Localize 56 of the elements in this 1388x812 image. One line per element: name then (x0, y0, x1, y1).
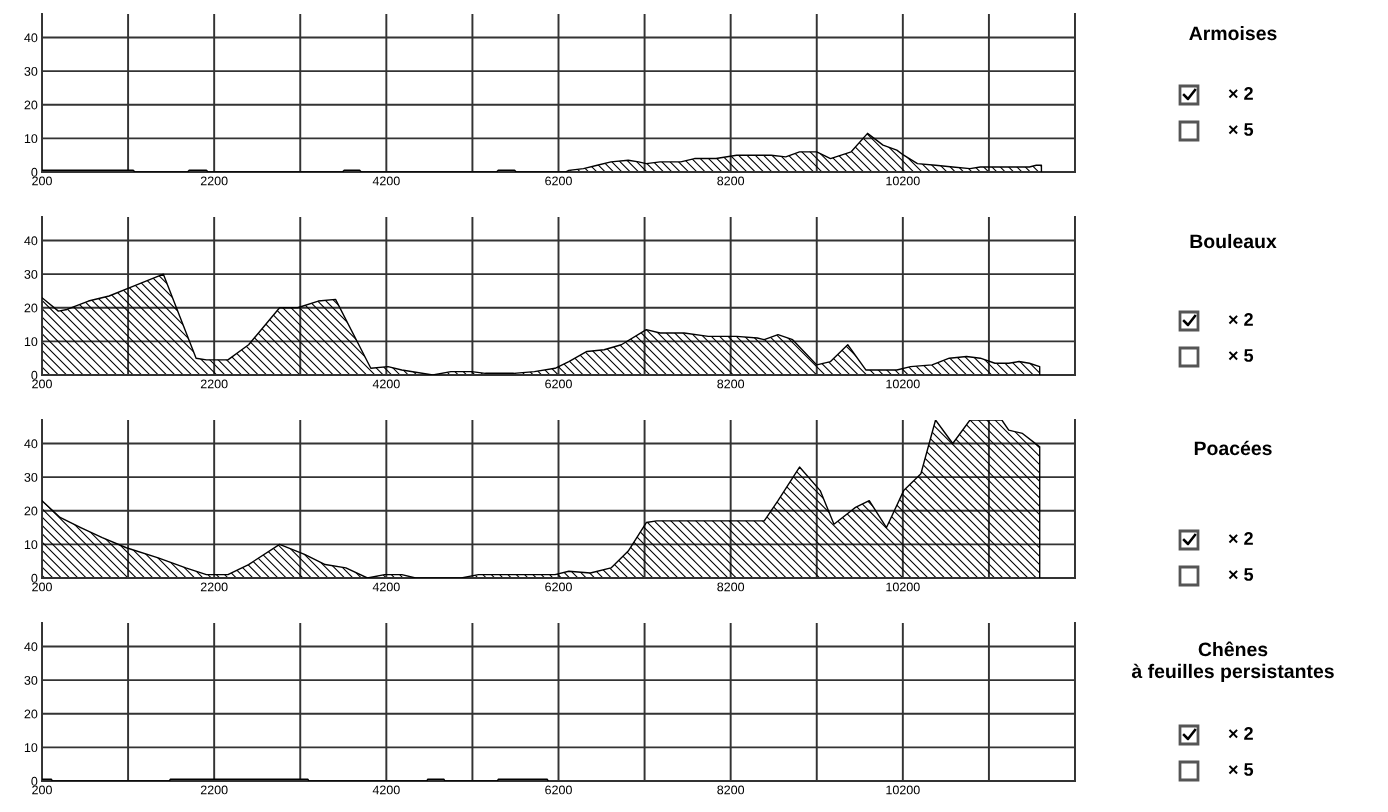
text: Poacées (1194, 440, 1272, 456)
x-tick-label: 6200 (545, 379, 572, 389)
text: × 5 (1228, 123, 1254, 136)
x-tick-label: 200 (32, 582, 52, 592)
x-tick-label: 200 (32, 379, 52, 389)
y-tick-label: 30 (24, 675, 38, 685)
x-tick-label: 4200 (372, 379, 400, 389)
x-tick-label: 8200 (717, 785, 745, 795)
x-tick-label: 8200 (717, 379, 745, 389)
y-tick-label: 10 (24, 540, 38, 550)
x-tick-label: 2200 (200, 176, 228, 186)
text: × 5 (1228, 349, 1254, 362)
text: × 2 (1228, 87, 1253, 100)
x-tick-label: 200 (32, 176, 52, 186)
x-tick-label: 4200 (372, 582, 400, 592)
x-tick-label: 10200 (886, 582, 920, 592)
y-tick-label: 0 (31, 167, 38, 177)
x-tick-label: 200 (32, 785, 52, 795)
y-tick-label: 10 (24, 743, 38, 753)
y-tick-label: 20 (24, 303, 38, 313)
text: × 2 (1228, 313, 1253, 326)
y-tick-label: 40 (24, 439, 38, 449)
x-tick-label: 6200 (545, 785, 572, 795)
text: Chênes à feuilles persistantes (1131, 641, 1334, 682)
y-tick-label: 0 (31, 573, 38, 583)
x-tick-label: 8200 (717, 176, 745, 186)
y-tick-label: 40 (24, 33, 38, 43)
x-tick-label: 4200 (372, 785, 400, 795)
x-tick-label: 2200 (200, 785, 228, 795)
y-tick-label: 30 (24, 66, 38, 76)
x-tick-label: 4200 (372, 176, 400, 186)
y-tick-label: 20 (24, 506, 38, 516)
y-tick-label: 10 (24, 134, 38, 144)
text: Armoises (1189, 25, 1277, 41)
y-tick-label: 0 (31, 776, 38, 786)
x-tick-label: 6200 (545, 582, 572, 592)
text: × 2 (1228, 532, 1253, 545)
x-tick-label: 8200 (717, 582, 745, 592)
x-tick-label: 2200 (200, 582, 228, 592)
y-tick-label: 10 (24, 337, 38, 347)
y-tick-label: 20 (24, 100, 38, 110)
y-tick-label: 40 (24, 236, 38, 246)
x-tick-label: 10200 (886, 785, 920, 795)
y-tick-label: 20 (24, 709, 38, 719)
x-tick-label: 10200 (886, 379, 920, 389)
text: × 5 (1228, 763, 1254, 776)
text: × 5 (1228, 568, 1254, 581)
text: Bouleaux (1190, 233, 1277, 249)
y-tick-label: 30 (24, 269, 38, 279)
x-tick-label: 6200 (545, 176, 572, 186)
y-tick-label: 30 (24, 472, 38, 482)
x-tick-label: 10200 (886, 176, 920, 186)
y-tick-label: 0 (31, 370, 38, 380)
x-tick-label: 2200 (200, 379, 228, 389)
text: × 2 (1228, 727, 1253, 740)
y-tick-label: 40 (24, 642, 38, 652)
